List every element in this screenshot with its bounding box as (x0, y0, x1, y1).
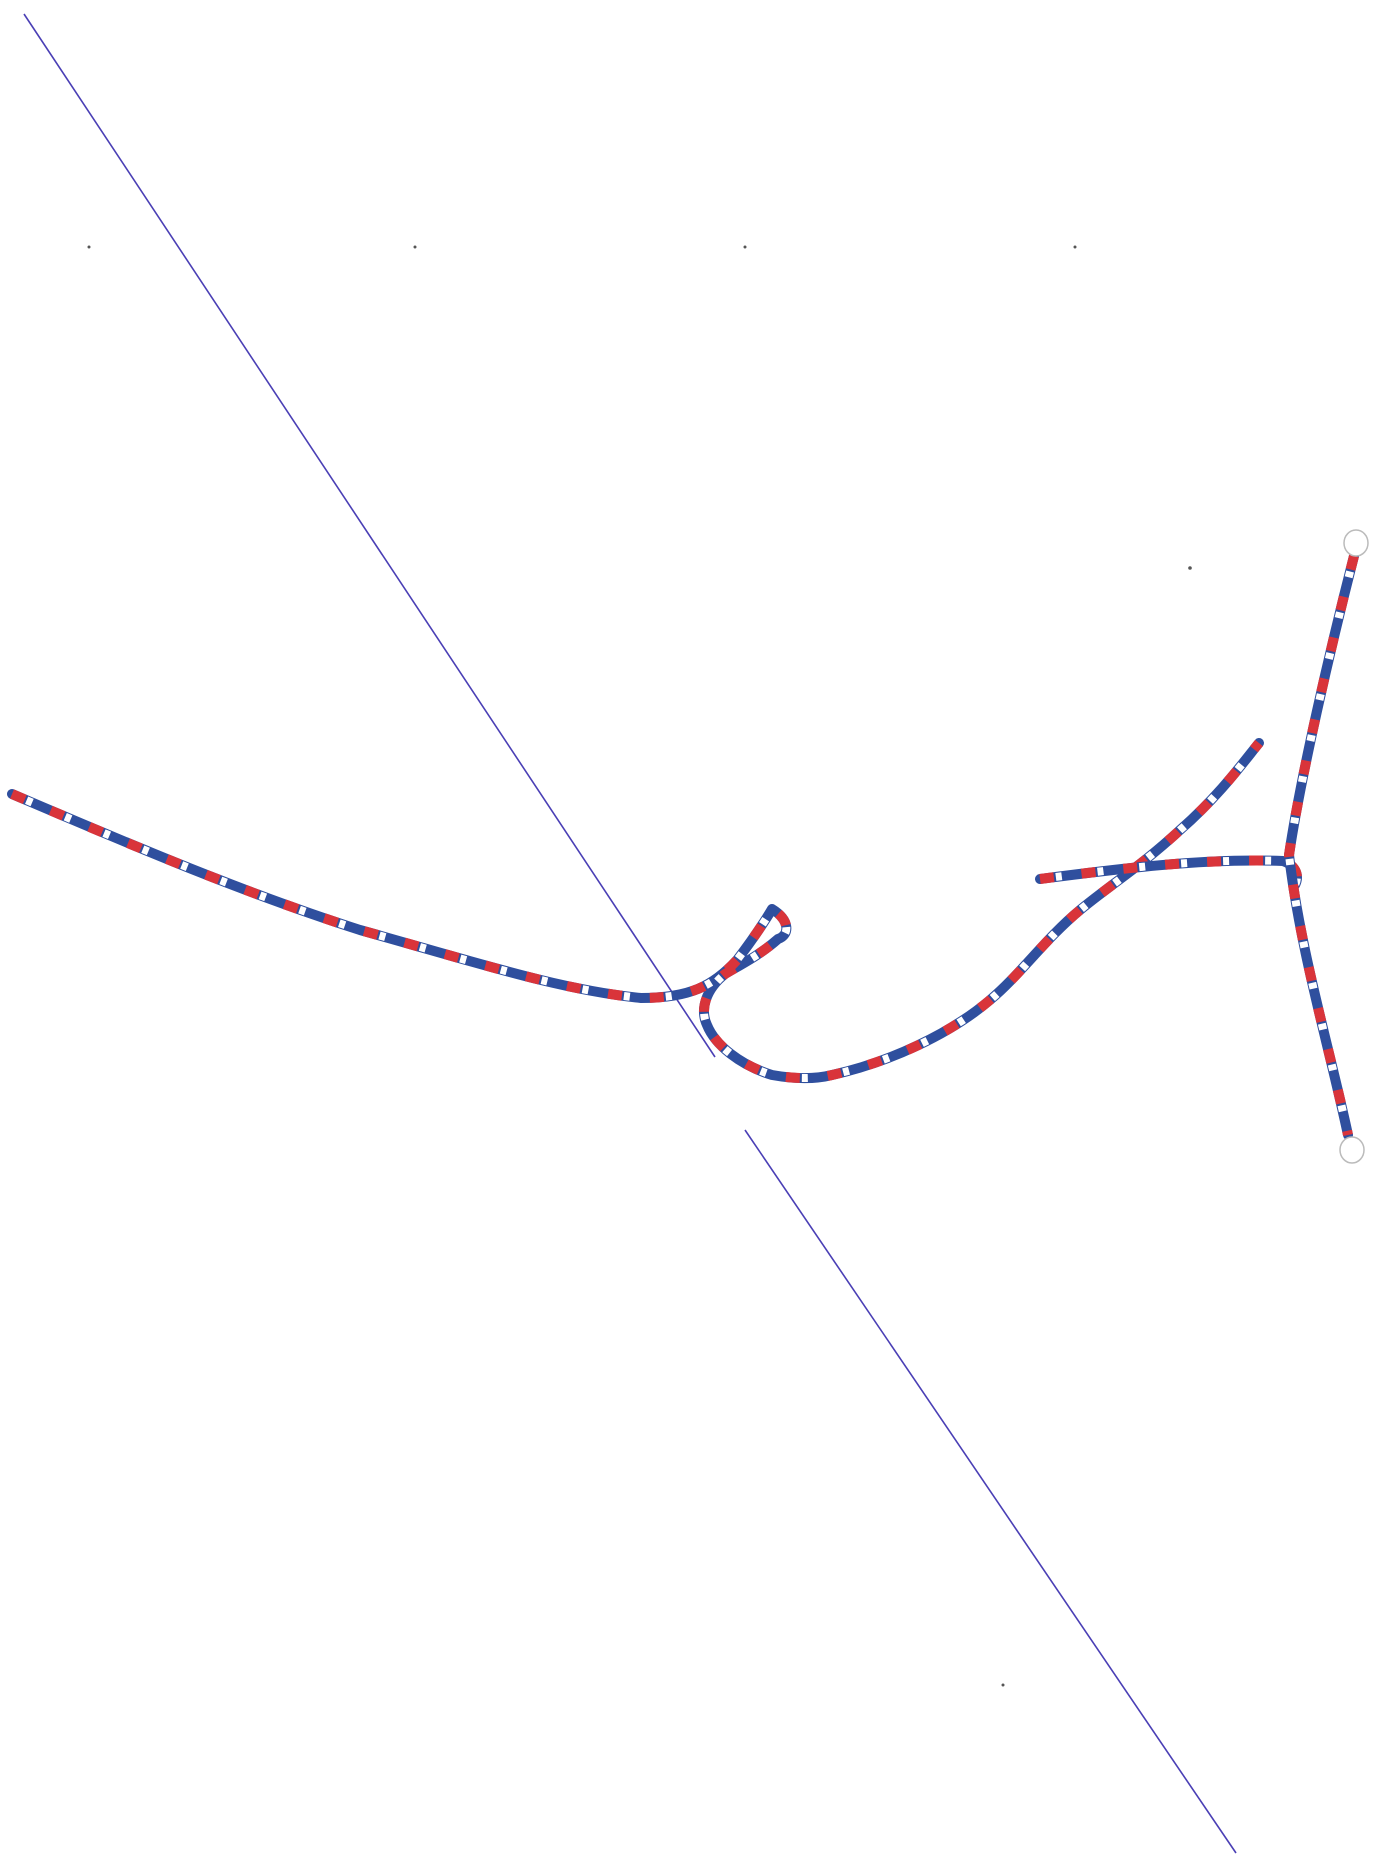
diagonal-line (23, 13, 716, 1058)
scan-dots (87, 245, 1192, 1687)
rope-end (1343, 529, 1369, 557)
diagonal-line (744, 1129, 1237, 1854)
rope (7, 529, 1369, 1164)
rope-main (7, 738, 1264, 1083)
rope-stripe (10, 740, 1263, 1082)
rope-stripe (1284, 554, 1359, 1137)
rope-vertical (1284, 529, 1369, 1164)
rope-stripe (10, 739, 1263, 1083)
rope-end (1339, 1136, 1365, 1164)
